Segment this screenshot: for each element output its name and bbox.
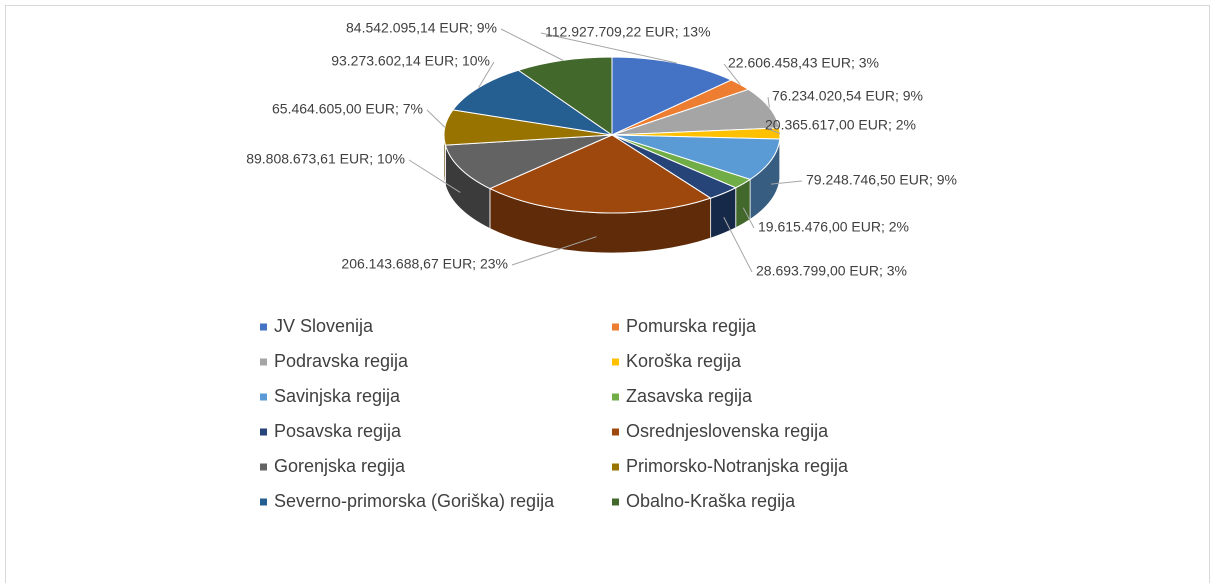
legend-label: Koroška regija (626, 351, 742, 371)
leader-line (500, 28, 564, 61)
legend-label: Osrednjeslovenska regija (626, 421, 829, 441)
data-label: 19.615.476,00 EUR; 2% (758, 219, 909, 235)
data-label: 112.927.709,22 EUR; 13% (545, 24, 711, 40)
slice (517, 56, 613, 136)
chart-frame (5, 5, 1210, 583)
legend-swatch (612, 428, 619, 436)
leader-line (767, 96, 770, 108)
legend-label: Savinjska regija (274, 386, 401, 406)
slice (611, 88, 780, 136)
leader-line (511, 236, 597, 266)
leader-line (770, 180, 803, 185)
legend-swatch (612, 393, 619, 401)
legend-swatch (612, 498, 619, 506)
slice (444, 134, 613, 190)
legend-label: Pomurska regija (626, 316, 757, 336)
leader-line (760, 125, 781, 134)
legend-swatch (612, 463, 619, 471)
legend-label: Gorenjska regija (274, 456, 406, 476)
data-label: 28.693.799,00 EUR; 3% (756, 263, 907, 279)
legend-label: Posavska regija (274, 421, 402, 441)
legend-swatch (260, 358, 267, 366)
slice (611, 134, 781, 180)
data-label: 65.464.605,00 EUR; 7% (272, 101, 423, 117)
data-label: 76.234.020,54 EUR; 9% (772, 88, 923, 104)
data-label: 79.248.746,50 EUR; 9% (806, 172, 957, 188)
legend-label: Primorsko-Notranjska regija (626, 456, 849, 476)
legend-label: Podravska regija (274, 351, 409, 371)
data-label: 206.143.688,67 EUR; 23% (341, 256, 508, 272)
legend-label: Zasavska regija (626, 386, 753, 406)
legend-swatch (612, 323, 619, 331)
leader-line (540, 32, 677, 64)
slice (488, 134, 712, 214)
leader-line (478, 61, 495, 88)
data-label: 89.808.673,61 EUR; 10% (246, 151, 405, 167)
leader-line (723, 63, 741, 85)
leader-line (426, 109, 446, 128)
data-label: 20.365.617,00 EUR; 2% (765, 117, 916, 133)
leader-line (408, 159, 461, 193)
legend-swatch (260, 463, 267, 471)
leader-line (723, 217, 753, 273)
legend-swatch (260, 393, 267, 401)
legend-label: Obalno-Kraška regija (626, 491, 796, 511)
legend-swatch (260, 498, 267, 506)
legend-label: JV Slovenija (274, 316, 374, 336)
data-label: 84.542.095,14 EUR; 9% (346, 20, 497, 36)
legend-swatch (612, 358, 619, 366)
leader-line (742, 207, 755, 229)
legend-swatch (260, 428, 267, 436)
legend-label: Severno-primorska (Goriška) regija (274, 491, 555, 511)
legend-swatch (260, 323, 267, 331)
data-label: 22.606.458,43 EUR; 3% (728, 55, 879, 71)
data-label: 93.273.602,14 EUR; 10% (331, 53, 490, 69)
